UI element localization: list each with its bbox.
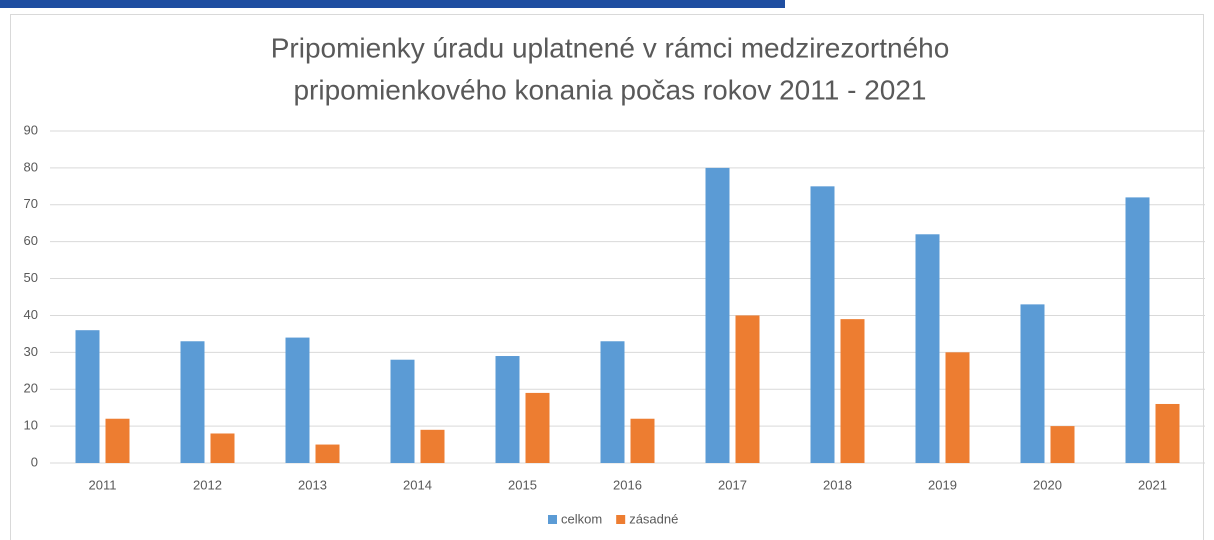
legend-label: celkom xyxy=(561,511,602,526)
bar xyxy=(705,167,730,463)
bar xyxy=(915,234,940,463)
bar xyxy=(525,392,550,463)
bar xyxy=(75,330,100,463)
y-tick-label: 10 xyxy=(24,418,38,433)
bar xyxy=(600,341,625,463)
bar xyxy=(945,352,970,463)
y-tick-label: 30 xyxy=(24,344,38,359)
y-tick-label: 60 xyxy=(24,233,38,248)
x-tick-label: 2015 xyxy=(508,477,537,492)
x-tick-label: 2016 xyxy=(613,477,642,492)
y-tick-label: 0 xyxy=(31,454,38,469)
bar xyxy=(315,444,340,463)
legend-swatch xyxy=(616,515,626,524)
bar xyxy=(630,418,655,463)
y-tick-label: 20 xyxy=(24,381,38,396)
y-tick-label: 50 xyxy=(24,270,38,285)
x-tick-label: 2018 xyxy=(823,477,852,492)
chart-title: pripomienkového konania počas rokov 2011… xyxy=(293,74,926,105)
x-tick-label: 2011 xyxy=(89,477,117,492)
x-tick-label: 2017 xyxy=(718,477,747,492)
bar xyxy=(390,359,415,463)
x-tick-label: 2012 xyxy=(193,477,222,492)
bar xyxy=(180,341,205,463)
x-tick-label: 2020 xyxy=(1033,477,1062,492)
legend-label: zásadné xyxy=(629,511,678,526)
x-tick-label: 2013 xyxy=(298,477,327,492)
x-tick-label: 2014 xyxy=(403,477,432,492)
y-tick-label: 80 xyxy=(24,159,38,174)
y-tick-label: 70 xyxy=(24,196,38,211)
bar xyxy=(1155,403,1180,463)
bar xyxy=(105,418,130,463)
bar xyxy=(495,356,520,463)
bar xyxy=(735,315,760,463)
y-tick-label: 90 xyxy=(24,122,38,137)
header-strip xyxy=(0,0,785,8)
bar xyxy=(420,429,445,463)
bar xyxy=(810,186,835,464)
bar xyxy=(210,433,235,463)
bar xyxy=(285,337,310,463)
x-tick-label: 2019 xyxy=(928,477,957,492)
bar xyxy=(1050,426,1075,463)
bar xyxy=(1125,197,1150,463)
y-tick-label: 40 xyxy=(24,307,38,322)
x-tick-label: 2021 xyxy=(1138,477,1167,492)
legend-swatch xyxy=(548,515,557,524)
chart-title: Pripomienky úradu uplatnené v rámci medz… xyxy=(271,32,950,63)
bar xyxy=(1020,304,1045,463)
bar xyxy=(840,319,865,463)
